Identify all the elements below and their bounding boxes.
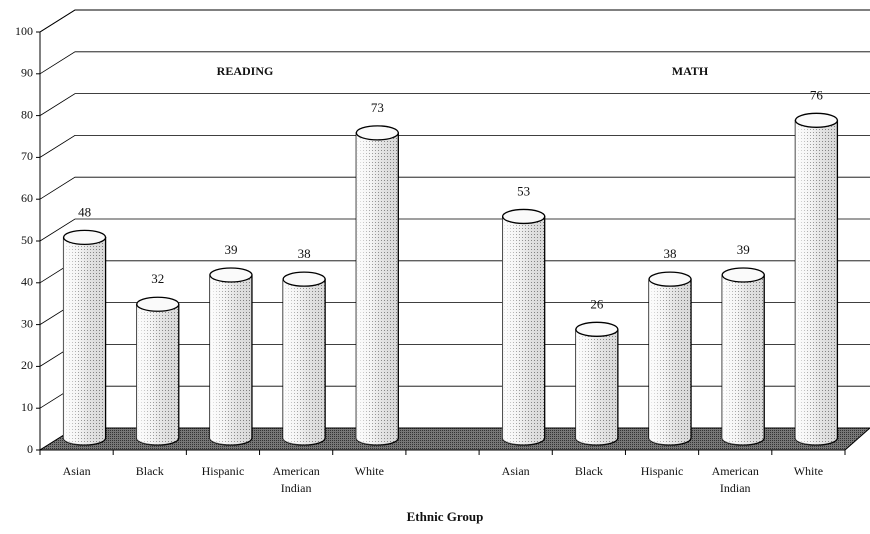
group-label: MATH [672,64,709,78]
x-tick-label: Black [136,464,164,478]
x-tick-label: Asian [63,464,91,478]
grid-line [39,51,870,75]
grid-line [39,93,870,116]
value-label: 26 [590,296,604,311]
bar [502,208,546,446]
y-tick-label: 70 [21,149,33,163]
x-tick-label: American Indian [272,464,319,495]
bar [721,267,765,446]
x-axis-label: Ethnic Group [407,509,484,524]
y-tick-label: 60 [21,191,33,205]
bar [575,321,619,446]
x-tick-label: Hispanic [202,464,245,478]
y-tick-label: 50 [21,233,33,247]
bar [794,112,839,446]
value-label: 39 [224,242,237,257]
value-label: 53 [517,183,530,198]
y-tick-label: 0 [27,442,33,456]
grid-line [39,134,870,158]
bar [62,229,107,446]
bar [648,271,692,446]
bar [355,125,399,446]
bar [136,296,180,446]
group-label: READING [217,64,274,78]
x-tick-label: White [355,464,384,478]
grid-line [39,176,870,200]
value-label: 39 [737,242,750,257]
x-tick-label: Hispanic [641,464,684,478]
value-label: 38 [298,246,311,261]
y-tick-label: 40 [21,275,33,289]
x-tick-label: Black [575,464,603,478]
bar [282,271,326,446]
x-tick-label: White [794,464,823,478]
value-label: 73 [371,100,384,115]
bar [209,267,253,446]
y-tick-label: 30 [21,316,33,330]
value-label: 38 [664,246,677,261]
grid-line [39,218,870,242]
x-tick-label: American Indian [712,464,759,495]
value-label: 48 [78,204,91,219]
grid-line [39,9,870,33]
value-label: 76 [810,87,824,102]
y-tick-label: 90 [21,66,33,80]
y-tick-label: 100 [15,24,33,38]
y-tick-label: 10 [21,400,33,414]
x-tick-label: Asian [502,464,530,478]
y-tick-label: 80 [21,107,33,121]
y-tick-label: 20 [21,358,33,372]
value-label: 32 [151,271,164,286]
